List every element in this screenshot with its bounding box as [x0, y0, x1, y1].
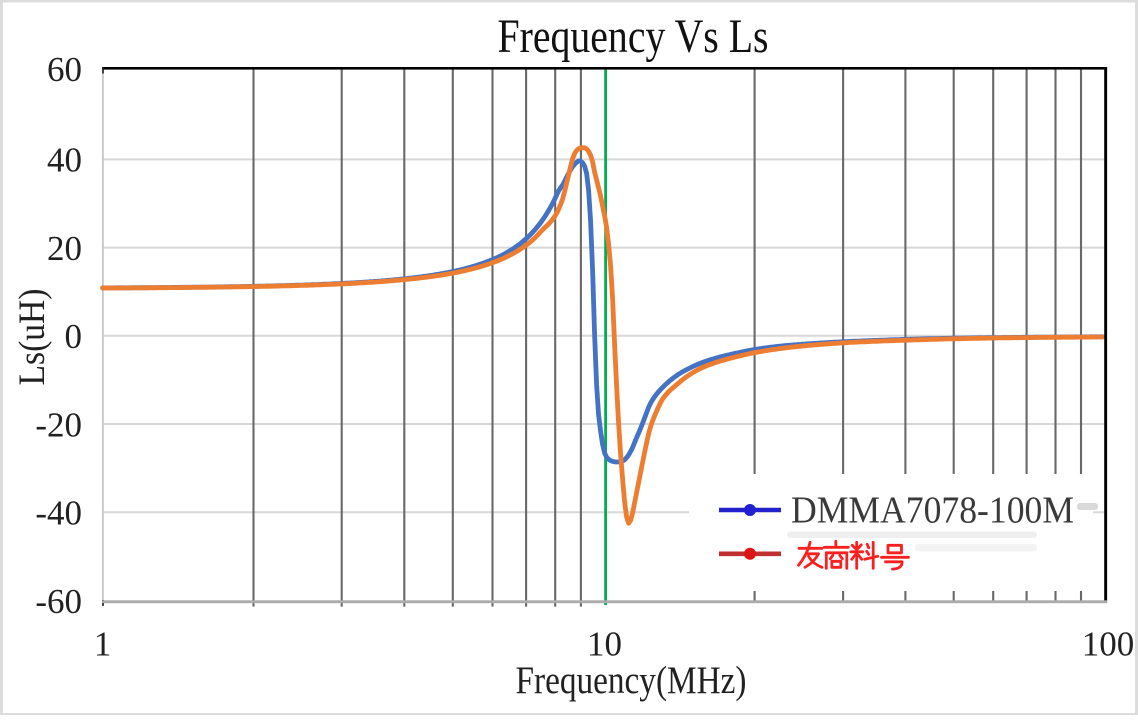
svg-text:DMMA7078-100M: DMMA7078-100M: [791, 490, 1074, 532]
svg-text:20: 20: [47, 229, 82, 268]
svg-text:-60: -60: [35, 582, 82, 621]
svg-text:Ls(uH): Ls(uH): [12, 289, 53, 386]
svg-text:60: 60: [47, 50, 82, 89]
svg-text:100: 100: [1082, 625, 1135, 664]
svg-text:-40: -40: [35, 494, 82, 533]
svg-text:40: 40: [47, 141, 82, 180]
svg-text:-20: -20: [35, 405, 82, 444]
svg-text:Frequency(MHz): Frequency(MHz): [516, 659, 747, 702]
svg-text:Frequency Vs Ls: Frequency Vs Ls: [498, 10, 769, 63]
svg-text:0: 0: [65, 317, 83, 356]
svg-text:1: 1: [94, 625, 112, 664]
svg-text:10: 10: [587, 625, 622, 664]
